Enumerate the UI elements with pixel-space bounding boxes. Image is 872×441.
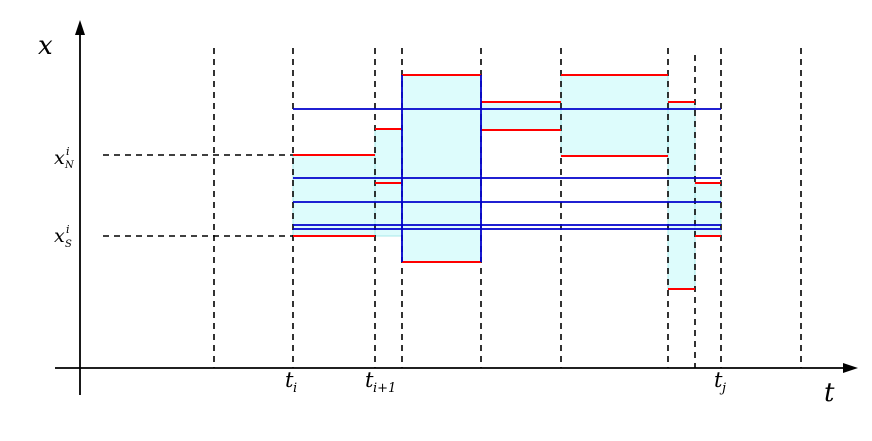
xtick-ti1: t i+1 — [365, 368, 396, 396]
xtick-ti: t i — [285, 368, 297, 396]
y-axis-arrowhead — [75, 20, 85, 35]
xtick-tj: t j — [714, 368, 726, 396]
time-gridlines — [213, 48, 802, 368]
ytick-xS: x i S — [54, 223, 72, 250]
x-axis-arrowhead — [843, 363, 858, 373]
ytick-xN-sub: N — [64, 160, 75, 171]
x-axis-label: t — [824, 378, 835, 408]
xtick-tj-sub: j — [719, 381, 726, 396]
xtick-ti1-sub: i+1 — [373, 381, 396, 396]
xtick-tj-base: t — [714, 368, 723, 392]
shaded-regions — [292, 74, 722, 290]
shaded-region — [560, 74, 669, 157]
ytick-xN-base: x — [54, 147, 65, 169]
ytick-xS-base: x — [54, 225, 65, 247]
ytick-xN-sup: i — [66, 145, 70, 158]
ytick-xS-sup: i — [66, 223, 70, 236]
shaded-region — [694, 182, 722, 237]
shaded-region — [667, 101, 696, 290]
blue-paths — [293, 75, 721, 262]
ytick-xS-sub: S — [65, 239, 72, 250]
xtick-ti-base: t — [285, 368, 294, 392]
shaded-region — [480, 101, 562, 131]
red-levels — [293, 74, 721, 290]
axes — [55, 20, 858, 395]
value-guides — [103, 154, 293, 237]
y-axis-label: x — [38, 31, 53, 61]
xtick-ti1-base: t — [365, 368, 374, 392]
shaded-region — [292, 154, 376, 237]
ytick-xN: x i N — [54, 145, 75, 171]
xtick-ti-sub: i — [293, 381, 297, 396]
shaded-region — [401, 74, 482, 263]
